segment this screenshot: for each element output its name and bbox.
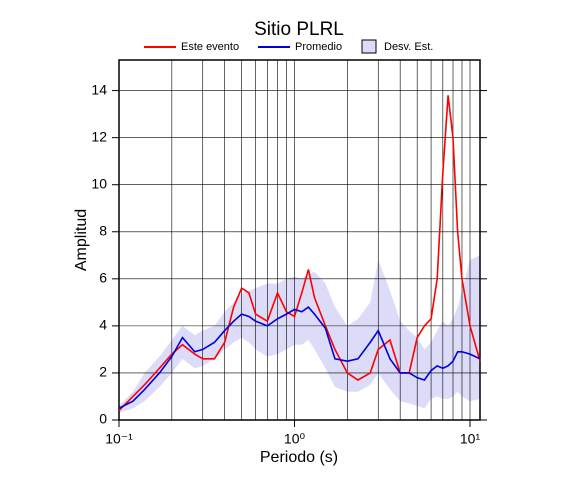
y-tick-label: 10: [91, 175, 107, 191]
y-tick-label: 12: [91, 128, 107, 144]
x-tick-label: 10⁻¹: [105, 431, 133, 447]
series-line: [118, 305, 481, 409]
y-axis-label: Amplitud: [73, 209, 90, 271]
x-tick-label: 10⁰: [284, 431, 306, 447]
plot-frame: [118, 59, 481, 421]
legend-label: Desv. Est.: [384, 41, 433, 53]
y-tick-label: 8: [99, 222, 107, 238]
y-tick-label: 2: [99, 364, 107, 380]
x-axis-label: Periodo (s): [260, 449, 338, 466]
legend-label: Promedio: [295, 41, 342, 53]
legend-label: Este evento: [181, 41, 239, 53]
y-tick-label: 4: [99, 317, 107, 333]
legend-swatch: [361, 39, 377, 54]
std-band: [119, 255, 480, 413]
chart-title: Sitio PLRL: [254, 19, 344, 40]
y-tick-label: 14: [91, 81, 107, 97]
series-line: [118, 95, 481, 412]
x-tick-label: 10¹: [460, 431, 481, 447]
y-tick-label: 6: [99, 270, 107, 286]
y-tick-label: 0: [99, 411, 107, 427]
